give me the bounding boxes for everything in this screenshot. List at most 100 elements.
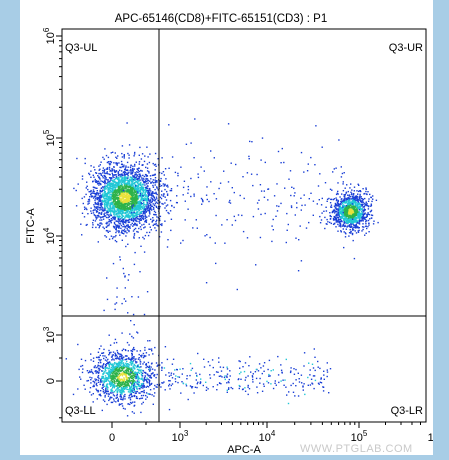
event-dot bbox=[350, 224, 352, 226]
event-dot bbox=[109, 173, 111, 176]
event-dot bbox=[149, 153, 151, 155]
event-dot bbox=[118, 217, 120, 219]
event-dot bbox=[151, 205, 153, 208]
event-dot bbox=[332, 219, 335, 221]
event-dot bbox=[141, 403, 143, 405]
event-dot bbox=[147, 191, 149, 193]
event-dot bbox=[104, 188, 106, 190]
event-dot bbox=[115, 187, 117, 189]
event-dot bbox=[137, 358, 140, 360]
event-dot bbox=[157, 158, 159, 160]
event-dot bbox=[129, 374, 131, 376]
event-dot bbox=[122, 397, 124, 399]
event-dot bbox=[136, 383, 138, 385]
event-dot bbox=[111, 185, 113, 187]
event-dot bbox=[123, 199, 125, 202]
event-dot bbox=[112, 392, 114, 394]
event-dot bbox=[133, 192, 135, 195]
event-dot bbox=[358, 227, 360, 229]
event-dot bbox=[112, 186, 115, 188]
event-dot bbox=[348, 226, 351, 228]
event-dot bbox=[95, 226, 97, 229]
event-dot bbox=[99, 379, 102, 381]
event-dot bbox=[85, 193, 87, 196]
event-dot bbox=[115, 375, 117, 377]
event-dot bbox=[145, 174, 147, 176]
event-dot bbox=[141, 170, 143, 172]
event-dot bbox=[125, 358, 128, 360]
event-dot bbox=[122, 359, 124, 361]
event-dot bbox=[351, 229, 354, 231]
event-dot bbox=[121, 366, 123, 368]
event-dot bbox=[117, 188, 120, 191]
event-dot bbox=[354, 219, 356, 221]
event-dot bbox=[123, 164, 125, 166]
event-dot bbox=[109, 377, 111, 379]
event-dot bbox=[98, 377, 100, 380]
event-dot bbox=[124, 195, 126, 198]
event-dot bbox=[352, 217, 354, 220]
event-dot bbox=[140, 215, 143, 217]
event-dot bbox=[134, 194, 136, 196]
event-dot bbox=[126, 188, 129, 190]
event-dot bbox=[137, 206, 139, 209]
event-dot bbox=[352, 213, 355, 215]
event-dot bbox=[361, 197, 363, 200]
event-dot bbox=[99, 360, 101, 362]
event-dot bbox=[122, 218, 124, 220]
event-dot bbox=[143, 208, 146, 210]
event-dot bbox=[128, 378, 131, 380]
event-dot bbox=[143, 178, 145, 180]
event-dot bbox=[156, 219, 158, 221]
event-dot bbox=[338, 206, 340, 208]
event-dot bbox=[96, 181, 98, 183]
event-dot bbox=[138, 353, 140, 356]
event-dot bbox=[112, 189, 115, 191]
event-dot bbox=[102, 169, 104, 172]
event-dot bbox=[145, 190, 147, 192]
event-dot bbox=[118, 384, 120, 387]
event-dot bbox=[363, 218, 366, 220]
event-dot bbox=[139, 219, 141, 222]
event-dot bbox=[127, 226, 130, 228]
event-dot bbox=[119, 394, 122, 396]
event-dot bbox=[106, 360, 108, 362]
event-dot bbox=[339, 222, 341, 225]
event-dot bbox=[115, 185, 118, 187]
event-dot bbox=[136, 375, 138, 378]
event-dot bbox=[97, 214, 100, 216]
event-dot bbox=[94, 220, 97, 222]
event-dot bbox=[100, 161, 102, 163]
event-dot bbox=[107, 358, 109, 361]
event-dot bbox=[122, 362, 125, 364]
event-dot bbox=[104, 202, 107, 204]
event-dot bbox=[351, 216, 354, 218]
event-dot bbox=[354, 220, 356, 222]
event-dot bbox=[108, 364, 110, 366]
event-dot bbox=[99, 200, 101, 202]
event-dot bbox=[369, 193, 371, 196]
event-dot bbox=[145, 221, 148, 223]
event-dot bbox=[129, 189, 132, 192]
event-dot bbox=[346, 198, 348, 201]
event-dot bbox=[159, 196, 162, 198]
event-dot bbox=[283, 161, 285, 164]
event-dot bbox=[113, 342, 115, 344]
event-dot bbox=[117, 171, 120, 173]
event-dot bbox=[137, 381, 139, 384]
event-dot bbox=[121, 349, 123, 352]
event-dot bbox=[100, 213, 103, 215]
event-dot bbox=[118, 185, 120, 187]
event-dot bbox=[109, 163, 112, 165]
event-dot bbox=[131, 371, 133, 374]
event-dot bbox=[101, 223, 103, 225]
event-dot bbox=[350, 225, 352, 228]
event-dot bbox=[129, 169, 131, 172]
event-dot bbox=[136, 189, 138, 191]
event-dot bbox=[343, 200, 345, 202]
event-dot bbox=[370, 214, 373, 216]
event-dot bbox=[126, 225, 128, 227]
event-dot bbox=[93, 384, 95, 386]
event-dot bbox=[115, 191, 117, 193]
event-dot bbox=[143, 238, 145, 240]
